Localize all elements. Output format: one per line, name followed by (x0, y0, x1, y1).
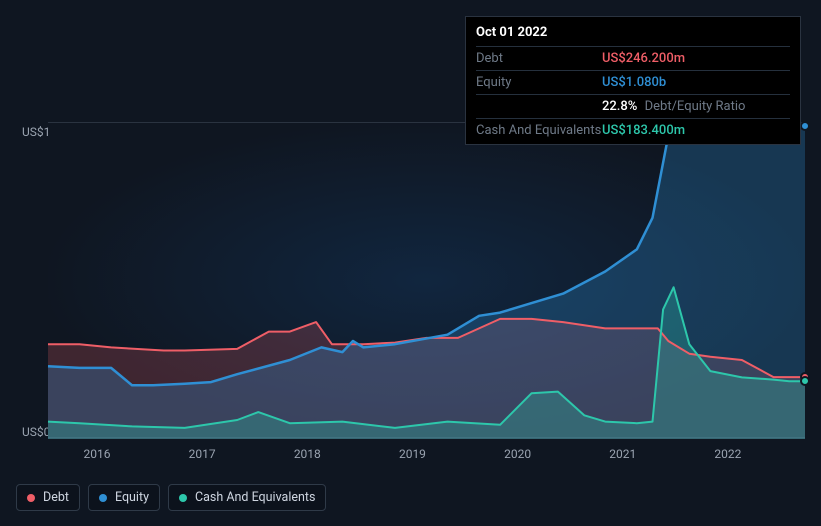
tooltip-label: Equity (476, 74, 602, 91)
x-axis-tick: 2019 (399, 447, 426, 461)
chart-legend: Debt Equity Cash And Equivalents (16, 484, 326, 511)
x-axis: 2016 2017 2018 2019 2020 2021 2022 (48, 447, 805, 465)
tooltip-label: Cash And Equivalents (476, 122, 602, 139)
tooltip-sublabel: Debt/Equity Ratio (645, 99, 746, 114)
tooltip-value: US$1.080b (602, 74, 666, 91)
x-axis-tick: 2016 (84, 447, 111, 461)
tooltip-date: Oct 01 2022 (476, 23, 790, 46)
chart-svg (48, 123, 805, 439)
tooltip-value: US$183.400m (602, 122, 685, 139)
x-axis-tick: 2017 (189, 447, 216, 461)
x-axis-tick: 2020 (504, 447, 531, 461)
y-axis-label: US$0 (22, 425, 50, 439)
x-axis-tick: 2018 (294, 447, 321, 461)
chart-plot-area[interactable] (48, 122, 805, 438)
tooltip-row: Cash And Equivalents US$183.400m (476, 118, 790, 142)
tooltip-row: Equity US$1.080b (476, 70, 790, 94)
legend-label: Cash And Equivalents (195, 490, 315, 505)
legend-dot (99, 494, 107, 502)
chart-tooltip: Oct 01 2022 Debt US$246.200m Equity US$1… (465, 16, 801, 145)
legend-dot (27, 494, 35, 502)
legend-label: Equity (115, 490, 149, 505)
legend-item-equity[interactable]: Equity (88, 484, 160, 511)
x-axis-tick: 2021 (609, 447, 636, 461)
tooltip-value: 22.8% (602, 99, 637, 114)
legend-item-debt[interactable]: Debt (16, 484, 80, 511)
legend-dot (179, 494, 187, 502)
tooltip-row: Debt US$246.200m (476, 46, 790, 70)
series-end-marker-equity (800, 121, 810, 131)
tooltip-label: Debt (476, 50, 602, 67)
tooltip-label (476, 98, 602, 115)
legend-label: Debt (43, 490, 69, 505)
tooltip-value: US$246.200m (602, 50, 685, 67)
tooltip-row: 22.8% Debt/Equity Ratio (476, 94, 790, 118)
series-end-marker-cash (800, 376, 810, 386)
x-axis-tick: 2022 (714, 447, 741, 461)
legend-item-cash[interactable]: Cash And Equivalents (168, 484, 326, 511)
